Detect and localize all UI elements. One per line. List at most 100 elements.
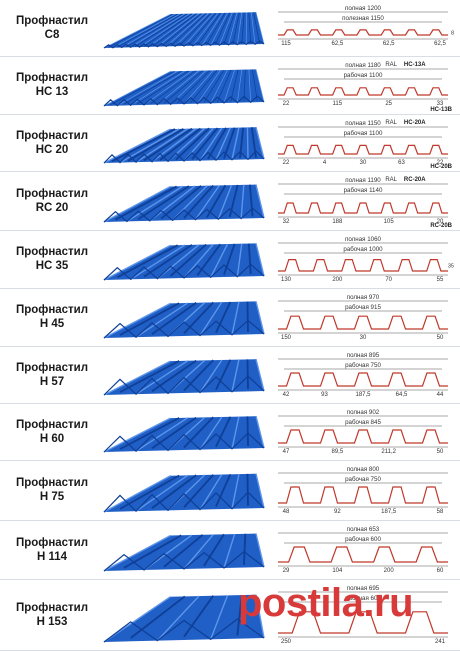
rib-highlight	[103, 534, 171, 572]
sheet-front-edge	[103, 375, 265, 396]
rib-highlight	[231, 416, 240, 449]
rib-highlight	[130, 244, 186, 280]
rib-highlight	[199, 416, 223, 450]
profile-outline	[278, 87, 448, 96]
work-width-label: рабочая 845	[345, 419, 381, 426]
profile-code: Н 45	[39, 318, 65, 330]
rib-highlight	[194, 184, 220, 221]
sheet-front-edge	[103, 432, 265, 453]
rib-shadow	[249, 184, 254, 217]
rib-highlight	[103, 71, 171, 107]
rib-shadow	[215, 416, 232, 448]
height-dimension-value: 8	[451, 30, 454, 36]
rib-highlight	[183, 70, 214, 105]
rib-highlight	[255, 127, 265, 160]
work-width-label: полезная 1150	[342, 15, 384, 22]
sheet-front-edge	[103, 550, 265, 572]
profile-label: Профнастил Н 114	[6, 536, 98, 564]
dimension-value: 25	[385, 101, 392, 107]
dimension-value: 105	[384, 219, 395, 225]
profile-drawing: полная 1190 рабочая 1140 32 188 105 20 RAL RC-2…	[278, 177, 453, 229]
dimension-value: 58	[437, 509, 444, 515]
rib-highlight	[217, 184, 233, 220]
work-width-label: рабочая 1100	[344, 72, 383, 79]
rib-highlight	[199, 127, 223, 161]
rib-highlight	[135, 302, 189, 338]
rib-highlight	[248, 69, 252, 103]
rib-shadow	[179, 12, 212, 46]
rib-shadow	[197, 12, 221, 46]
rib-highlight	[103, 13, 171, 49]
sheet-body	[104, 184, 264, 222]
dimension-value: 47	[283, 449, 290, 455]
full-width-label: полная 800	[347, 466, 380, 473]
profile-outline	[278, 29, 448, 36]
ral-label: RAL	[385, 62, 397, 68]
rib-highlight	[236, 243, 243, 277]
profile-outline	[278, 429, 448, 444]
profile-label: Профнастил Н 60	[6, 418, 98, 446]
rib-shadow	[236, 594, 243, 636]
rib-shadow	[223, 12, 235, 45]
rib-highlight	[236, 69, 243, 103]
profile-outline	[278, 372, 448, 387]
rib-shadow	[170, 243, 207, 277]
rib-highlight	[103, 244, 171, 281]
rib-highlight	[210, 12, 228, 46]
rib-highlight	[112, 13, 176, 49]
profile-outline	[278, 315, 448, 330]
rib-shadow	[183, 359, 214, 392]
corrugated-sheet-image	[103, 473, 265, 513]
rib-highlight	[103, 417, 171, 453]
dimension-value: 29	[283, 568, 290, 574]
profile-row: Профнастил Н 75 полная 800 рабочая 750 48 92 1…	[0, 461, 460, 521]
rib-shadow	[143, 244, 193, 278]
rib-shadow	[228, 184, 239, 218]
dimension-value: 50	[437, 335, 444, 341]
dimension-value: 60	[437, 568, 444, 574]
work-width-label: рабочая 1140	[344, 187, 383, 194]
rib-shadow	[190, 70, 218, 103]
rib-highlight	[250, 12, 256, 45]
rib-shadow	[246, 473, 249, 506]
dimension-value: 42	[283, 392, 290, 398]
rib-shadow	[161, 13, 202, 47]
rib-shadow	[188, 12, 216, 46]
profile-name: Профнастил	[15, 361, 89, 374]
rib-highlight	[210, 243, 229, 278]
corrugated-sheet-image	[103, 243, 265, 281]
dimension-value: 200	[384, 568, 395, 574]
profile-row: Профнастил НС 35 полная 1060 рабочая 1000 13…	[0, 231, 460, 289]
dimension-value: 70	[385, 277, 392, 283]
rib-shadow	[252, 69, 258, 102]
dimension-value: 63	[398, 160, 405, 166]
profile-drawing: полная 902 рабочая 845 47 89,5 211,2 50	[278, 409, 448, 455]
dimension-value: 55	[437, 277, 444, 283]
rib-highlight	[139, 13, 190, 48]
dimension-value: 30	[360, 160, 367, 166]
rib-highlight	[199, 474, 223, 510]
rib-shadow	[177, 70, 210, 104]
rib-shadow	[191, 127, 219, 160]
rib-shadow	[246, 301, 249, 332]
profile-code: С8	[44, 28, 60, 41]
rib-shadow	[127, 128, 184, 162]
profile-label: Профнастил Н 45	[6, 303, 98, 331]
rib-shadow	[230, 69, 239, 102]
profile-name: Профнастил	[15, 304, 89, 316]
profile-row: Профнастил Н 45 полная 970 рабочая 915 150 30…	[0, 289, 460, 347]
ral-code-a: НС-20А	[404, 120, 426, 126]
rib-shadow	[123, 70, 182, 105]
rib-shadow	[203, 533, 225, 567]
rib-shadow	[207, 127, 227, 160]
rib-shadow	[248, 12, 252, 44]
dimension-value: 188	[332, 219, 343, 225]
rib-highlight	[103, 360, 171, 396]
dimension-value: 115	[281, 41, 291, 47]
rib-shadow	[119, 474, 180, 510]
rib-highlight	[255, 359, 265, 392]
dimension-value: 89,5	[331, 449, 343, 455]
corrugated-sheet-image	[103, 127, 265, 164]
rib-highlight	[192, 12, 219, 46]
dimension-value: 92	[334, 509, 341, 515]
